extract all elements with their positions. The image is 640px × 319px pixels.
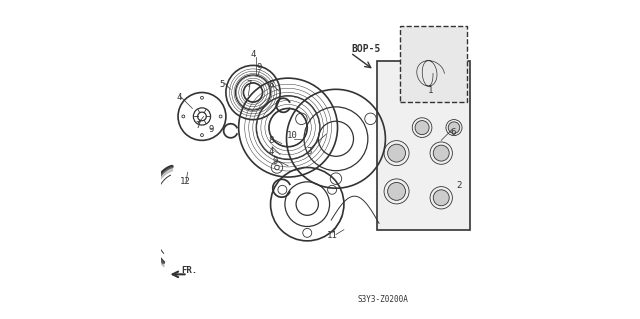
Circle shape bbox=[415, 121, 429, 135]
Text: 12: 12 bbox=[180, 177, 191, 186]
FancyBboxPatch shape bbox=[400, 26, 467, 102]
Text: 5: 5 bbox=[220, 80, 225, 89]
Text: 11: 11 bbox=[326, 231, 337, 240]
Text: 8: 8 bbox=[269, 80, 274, 89]
Text: 7: 7 bbox=[246, 80, 252, 89]
Text: 1: 1 bbox=[428, 86, 434, 95]
Circle shape bbox=[433, 145, 449, 161]
Text: 8: 8 bbox=[269, 137, 274, 145]
Text: 9: 9 bbox=[208, 125, 214, 134]
Text: S3Y3-Z0200A: S3Y3-Z0200A bbox=[357, 295, 408, 304]
FancyBboxPatch shape bbox=[378, 61, 470, 230]
Text: 6: 6 bbox=[451, 128, 456, 137]
Text: 3: 3 bbox=[306, 147, 312, 156]
Text: 9: 9 bbox=[272, 157, 277, 166]
Text: FR.: FR. bbox=[181, 266, 197, 275]
Text: 4: 4 bbox=[251, 50, 257, 59]
Text: BOP-5: BOP-5 bbox=[351, 44, 380, 54]
Text: 7: 7 bbox=[195, 121, 201, 130]
Text: 4: 4 bbox=[269, 147, 274, 156]
Text: 9: 9 bbox=[257, 63, 262, 72]
Circle shape bbox=[433, 190, 449, 206]
Text: 4: 4 bbox=[176, 93, 182, 102]
Text: 10: 10 bbox=[287, 131, 298, 140]
Text: 2: 2 bbox=[457, 181, 462, 189]
Circle shape bbox=[388, 182, 406, 200]
Circle shape bbox=[388, 144, 406, 162]
Circle shape bbox=[448, 122, 460, 133]
